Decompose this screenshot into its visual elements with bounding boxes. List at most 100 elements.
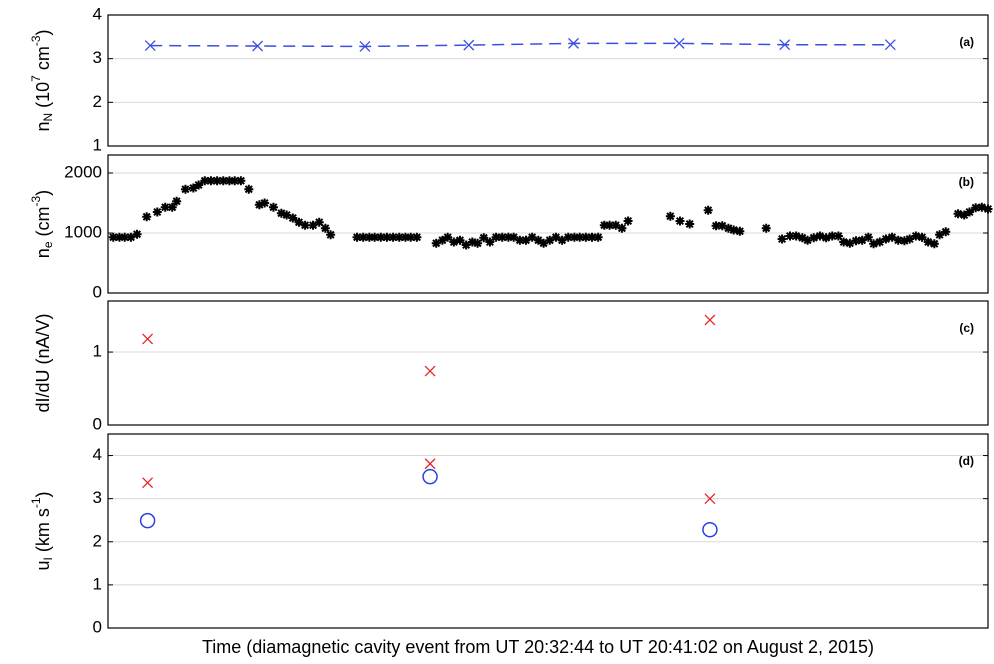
asterisk-marker (821, 233, 831, 243)
asterisk-marker (905, 234, 915, 244)
asterisk-marker (575, 232, 585, 242)
y-axis-label-part: (km s (33, 508, 53, 557)
asterisk-marker (881, 234, 891, 244)
asterisk-marker (717, 221, 727, 231)
asterisk-marker (394, 232, 404, 242)
asterisk-marker (623, 216, 633, 226)
x-marker (424, 365, 436, 377)
y-axis-label-part: dI/dU (nA/V) (33, 313, 53, 412)
asterisk-marker (521, 235, 531, 245)
y-tick-label: 1 (93, 342, 102, 361)
asterisk-marker (114, 232, 124, 242)
asterisk-marker (923, 237, 933, 247)
asterisk-marker (833, 231, 843, 241)
asterisk-marker (899, 236, 909, 246)
asterisk-marker (953, 209, 963, 219)
asterisk-marker (412, 232, 422, 242)
asterisk-marker (497, 232, 507, 242)
asterisk-marker (599, 220, 609, 230)
asterisk-marker (358, 232, 368, 242)
asterisk-marker (791, 231, 801, 241)
asterisk-marker (152, 207, 162, 217)
x-marker (568, 37, 579, 49)
asterisk-marker (194, 180, 204, 190)
asterisk-marker (503, 232, 513, 242)
asterisk-marker (485, 237, 495, 247)
y-axis-label: ne (cm-3) (29, 190, 55, 258)
asterisk-marker (545, 235, 555, 245)
asterisk-marker (857, 235, 867, 245)
asterisk-marker (244, 184, 254, 194)
asterisk-marker (437, 235, 447, 245)
asterisk-marker (723, 223, 733, 233)
y-tick-label: 2 (93, 531, 102, 550)
asterisk-marker (276, 208, 286, 218)
asterisk-marker (236, 176, 246, 186)
y-tick-label: 2000 (64, 162, 102, 181)
asterisk-marker (167, 202, 177, 212)
asterisk-marker (376, 232, 386, 242)
asterisk-marker (212, 176, 222, 186)
asterisk-marker (533, 235, 543, 245)
y-tick-label: 2 (93, 92, 102, 111)
asterisk-marker (551, 232, 561, 242)
asterisk-marker (675, 216, 685, 226)
y-axis-label: dI/dU (nA/V) (33, 313, 53, 412)
panel-label: (a) (959, 35, 974, 49)
asterisk-marker (160, 202, 170, 212)
asterisk-marker (260, 198, 270, 208)
asterisk-marker (126, 232, 136, 242)
axes-frame (107, 300, 989, 426)
asterisk-marker (983, 204, 993, 214)
asterisk-marker (563, 232, 573, 242)
asterisk-marker (735, 226, 745, 236)
asterisk-marker (777, 234, 787, 244)
asterisk-marker (172, 196, 182, 206)
asterisk-marker (388, 232, 398, 242)
asterisk-marker (711, 221, 721, 231)
asterisk-marker (370, 232, 380, 242)
asterisk-marker (320, 223, 330, 233)
y-axis-label-part: -3 (29, 35, 43, 46)
asterisk-marker (617, 223, 627, 233)
y-tick-label: 3 (93, 48, 102, 67)
x-marker (673, 37, 685, 49)
asterisk-marker (230, 176, 240, 186)
asterisk-marker (473, 238, 483, 248)
asterisk-marker (288, 213, 298, 223)
x-marker (144, 40, 156, 52)
asterisk-marker (461, 240, 471, 250)
asterisk-marker (449, 237, 459, 247)
asterisk-marker (941, 227, 951, 237)
asterisk-marker (863, 232, 873, 242)
asterisk-marker (406, 232, 416, 242)
x-marker (704, 493, 716, 505)
asterisk-marker (611, 220, 621, 230)
y-tick-label: 0 (93, 414, 102, 433)
x-axis-label: Time (diamagnetic cavity event from UT 2… (202, 637, 874, 657)
circle-marker (422, 468, 438, 485)
asterisk-marker (587, 232, 597, 242)
asterisk-marker (845, 238, 855, 248)
asterisk-marker (400, 232, 410, 242)
x-marker (704, 314, 716, 326)
asterisk-marker (206, 176, 216, 186)
asterisk-marker (326, 230, 336, 240)
y-tick-label: 0 (93, 282, 102, 301)
asterisk-marker (893, 235, 903, 245)
x-marker (779, 39, 791, 51)
y-axis-label-part: -1 (29, 497, 43, 508)
y-tick-label: 4 (93, 445, 102, 464)
asterisk-marker (815, 231, 825, 241)
asterisk-marker (142, 212, 152, 222)
asterisk-marker (665, 211, 675, 221)
panel-label: (c) (959, 321, 974, 335)
asterisk-marker (971, 203, 981, 213)
asterisk-marker (785, 231, 795, 241)
asterisk-marker (443, 232, 453, 242)
axes-frame (107, 154, 989, 294)
y-axis-label-part: e (41, 241, 55, 248)
asterisk-marker (875, 237, 885, 247)
asterisk-marker (491, 232, 501, 242)
asterisk-marker (268, 202, 278, 212)
